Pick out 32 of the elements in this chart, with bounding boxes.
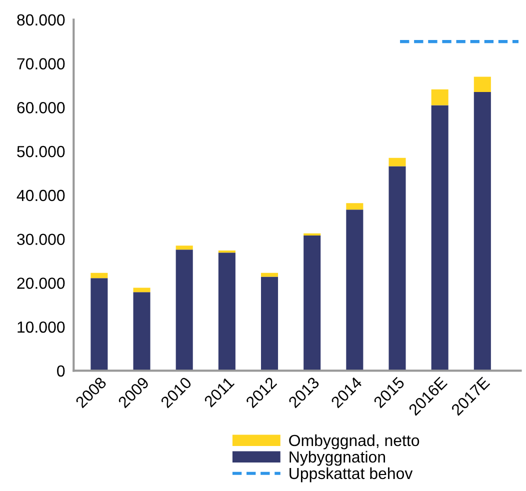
y-tick-label: 50.000 (17, 146, 65, 158)
bar (474, 76, 491, 92)
bar (431, 105, 448, 371)
bar (176, 250, 193, 371)
bar (90, 272, 108, 278)
y-tick-label: 10.000 (18, 321, 65, 333)
y-tick-label: 20.000 (17, 278, 65, 289)
bar (218, 252, 236, 371)
bar (133, 288, 150, 292)
bar (474, 92, 491, 371)
y-tick-label: 40.000 (16, 190, 65, 202)
bar (388, 166, 406, 371)
legend-label: Uppskattat behov (290, 467, 413, 482)
bar (133, 292, 150, 371)
bar (90, 278, 108, 371)
bar (260, 272, 278, 277)
y-tick-label: 80.000 (17, 14, 65, 26)
bar (218, 250, 236, 253)
legend-label: Nybyggnation (290, 450, 386, 466)
y-tick-label: 60.000 (17, 102, 65, 114)
legend-label: Ombyggnad, netto (289, 434, 420, 450)
bar (260, 276, 278, 371)
bar (346, 210, 364, 371)
bar (346, 203, 364, 210)
bar (304, 233, 321, 236)
bar (176, 246, 193, 250)
bar (304, 236, 321, 371)
bar (388, 158, 406, 166)
y-tick-label: 30.000 (17, 234, 65, 245)
y-tick-label: 0 (57, 365, 65, 377)
y-tick-label: 70.000 (17, 58, 65, 70)
bar (431, 89, 448, 106)
